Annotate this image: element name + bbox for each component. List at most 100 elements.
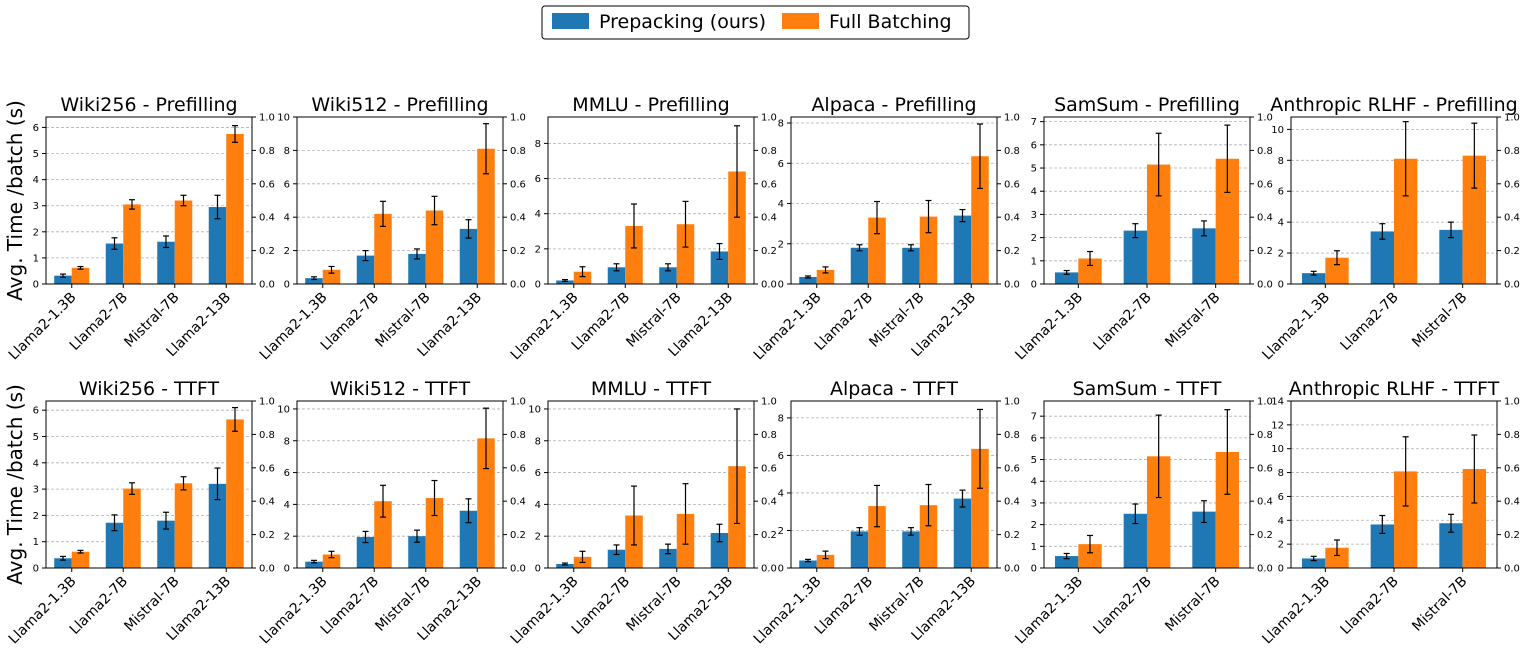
right-y-tick-label: 0.4 (259, 497, 275, 508)
right-y-tick-label: 0.4 (1504, 497, 1520, 508)
y-tick-label: 4 (1031, 187, 1037, 198)
x-tick-label: Mistral-7B (1162, 574, 1223, 635)
x-tick-label: Llama2-7B (1338, 574, 1402, 638)
right-y-tick-label: 0.8 (510, 146, 526, 157)
bar-prepacking (208, 483, 227, 568)
subplot-panel: Llama2-1.3B Llama2-7B Mistral-7B 0 2 4 6 8 10 0.0… (1259, 94, 1520, 363)
subplot-title: MMLU - Prefilling (572, 94, 729, 116)
bar-prepacking (607, 267, 626, 284)
y-tick-label: 3 (1031, 210, 1037, 221)
bar-prepacking (710, 251, 729, 284)
y-tick-label: 3 (1031, 498, 1037, 509)
bar-full-batching (1215, 451, 1240, 568)
right-y-tick-label: 0.2 (259, 530, 275, 541)
y-tick-label: 10 (277, 404, 290, 415)
x-tick-label: Llama2-1.3B (257, 290, 331, 364)
bar-prepacking (157, 520, 175, 568)
bar-full-batching (868, 506, 886, 568)
bar-prepacking (105, 243, 124, 284)
bar-prepacking (607, 549, 626, 568)
right-y-tick-label: 0.2 (761, 246, 777, 257)
right-y-tick-label: 0.0 (510, 280, 526, 291)
y-tick-label: 8 (778, 119, 784, 130)
bar-full-batching (174, 483, 193, 568)
bar-full-batching (477, 438, 495, 568)
right-y-tick-label: 0.8 (1004, 146, 1020, 157)
bar-full-batching (123, 488, 141, 568)
y-tick-label: 3 (33, 201, 39, 212)
x-tick-label: Mistral-7B (1409, 574, 1470, 635)
bar-prepacking (659, 548, 677, 568)
bar-full-batching (1147, 164, 1171, 284)
bar-full-batching (1215, 158, 1240, 284)
right-y-tick-label: 0.8 (259, 146, 275, 157)
y-tick-label: 2 (284, 246, 290, 257)
right-y-tick-label: 0.4 (1257, 213, 1273, 224)
right-y-tick-label: 0.2 (1504, 246, 1520, 257)
bar-full-batching (123, 204, 141, 284)
y-tick-label: 6 (778, 451, 784, 462)
right-y-tick-label: 0.0 (1504, 564, 1520, 575)
bar-full-batching (226, 419, 244, 568)
y-tick-label: 8 (1278, 156, 1284, 167)
y-tick-label: 2 (1031, 233, 1037, 244)
bar-prepacking (305, 278, 323, 284)
bar-prepacking (157, 241, 175, 284)
x-tick-label: Mistral-7B (1409, 290, 1470, 351)
right-y-tick-label: 1.0 (761, 397, 777, 408)
bar-prepacking (356, 255, 375, 284)
axes-frame (547, 400, 755, 569)
bar-prepacking (408, 253, 426, 284)
y-tick-label: 10 (277, 113, 290, 124)
right-y-tick-label: 0.2 (761, 530, 777, 541)
y-tick-label: 10 (1271, 125, 1284, 136)
y-tick-label: 0 (778, 564, 784, 575)
y-tick-label: 5 (33, 432, 39, 443)
bar-prepacking (953, 215, 972, 284)
bar-full-batching (425, 498, 444, 568)
right-y-tick-label: 0.0 (1257, 280, 1273, 291)
bar-prepacking (1054, 272, 1079, 284)
y-tick-label: 0 (33, 280, 39, 291)
axes-frame (1290, 116, 1498, 285)
bar-full-batching (625, 225, 643, 284)
subplot-title: Alpaca - TTFT (830, 378, 958, 400)
y-tick-label: 2 (535, 532, 541, 543)
right-y-tick-label: 0.6 (259, 463, 275, 474)
right-y-tick-label: 0.6 (1004, 179, 1020, 190)
y-tick-label: 12 (1271, 420, 1284, 431)
right-y-tick-label: 0.2 (1004, 246, 1020, 257)
y-tick-label: 4 (1031, 477, 1037, 488)
y-tick-label: 5 (33, 149, 39, 160)
subplot-title: Wiki512 - Prefilling (311, 94, 488, 116)
y-tick-label: 0 (33, 564, 39, 575)
x-tick-label: Llama2-1.3B (1012, 290, 1086, 364)
right-y-tick-label: 0.0 (1004, 280, 1020, 291)
right-y-tick-label: 1.0 (761, 113, 777, 124)
bar-prepacking (1370, 231, 1394, 284)
x-tick-label: Llama2-7B (1338, 290, 1402, 354)
x-tick-label: Mistral-7B (1162, 290, 1223, 351)
bar-prepacking (105, 522, 124, 568)
bar-prepacking (356, 536, 375, 568)
y-tick-label: 6 (1278, 492, 1284, 503)
bar-prepacking (54, 558, 72, 568)
subplot-panel: Llama2-1.3BLlama2-7BMistral-7BLlama2-13B… (257, 378, 526, 647)
right-y-tick-label: 0.0 (1504, 280, 1520, 291)
subplot-panel: Llama2-1.3BLlama2-7BMistral-7BLlama2-13B… (257, 94, 526, 363)
legend-swatch (782, 13, 819, 29)
right-y-tick-label: 0.2 (510, 530, 526, 541)
right-y-tick-label: 0.8 (1257, 146, 1273, 157)
y-tick-label: 6 (284, 179, 290, 190)
axes-frame (547, 116, 755, 285)
subplot-title: Anthropic RLHF - Prefilling (1270, 94, 1517, 116)
bar-prepacking (799, 276, 817, 284)
bar-prepacking (902, 531, 920, 568)
bar-prepacking (1192, 511, 1216, 568)
bar-full-batching (477, 148, 495, 284)
bar-prepacking (659, 267, 677, 284)
y-tick-label: 0 (778, 280, 784, 291)
right-y-tick-label: 0.0 (761, 280, 777, 291)
bar-prepacking (799, 560, 817, 568)
